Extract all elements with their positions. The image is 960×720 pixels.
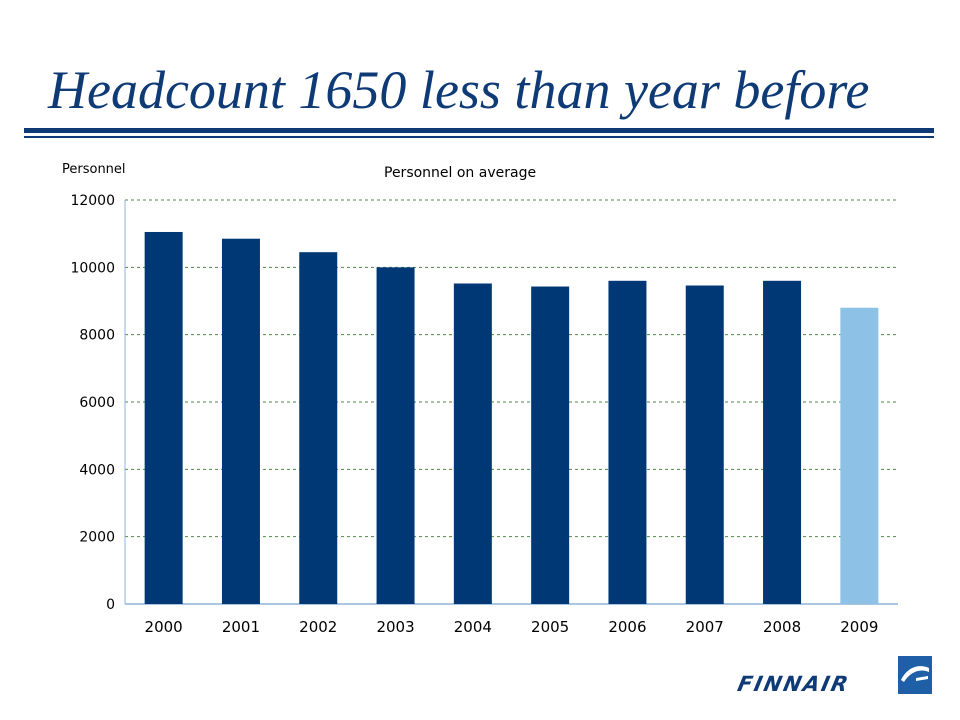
- y-tick-label: 2000: [79, 530, 115, 546]
- bar: [376, 267, 415, 604]
- y-tick-label: 6000: [79, 395, 115, 411]
- x-tick-label: 2007: [686, 618, 724, 636]
- y-tick-label: 10000: [70, 260, 115, 276]
- x-tick-label: 2000: [145, 618, 183, 636]
- bar: [453, 283, 492, 604]
- bar: [299, 252, 338, 604]
- title-divider-thin: [24, 136, 934, 138]
- bar: [685, 285, 724, 604]
- x-tick-label: 2006: [608, 618, 646, 636]
- finnair-logo: FINNAIR: [735, 656, 934, 696]
- x-tick-label: 2005: [531, 618, 569, 636]
- bar: [531, 286, 570, 604]
- bar: [144, 231, 183, 604]
- title-divider-thick: [24, 128, 934, 133]
- x-tick-label: 2004: [454, 618, 492, 636]
- y-axis-label: Personnel: [62, 162, 126, 177]
- bar: [763, 280, 802, 604]
- y-tick-label: 8000: [79, 328, 115, 344]
- bar: [840, 307, 879, 604]
- bar: [221, 238, 260, 604]
- x-tick-label: 2001: [222, 618, 260, 636]
- x-tick-label: 2002: [299, 618, 337, 636]
- chart-title: Personnel on average: [384, 165, 537, 181]
- slide-title: Headcount 1650 less than year before: [48, 60, 870, 120]
- bar: [608, 280, 647, 604]
- y-tick-label: 12000: [70, 193, 115, 209]
- x-tick-label: 2003: [376, 618, 414, 636]
- logo-wordmark: FINNAIR: [735, 672, 853, 696]
- finnair-logo-icon: [898, 656, 932, 694]
- x-tick-label: 2009: [840, 618, 878, 636]
- y-tick-label: 4000: [79, 462, 115, 478]
- x-tick-label: 2008: [763, 618, 801, 636]
- y-tick-label: 0: [106, 597, 115, 613]
